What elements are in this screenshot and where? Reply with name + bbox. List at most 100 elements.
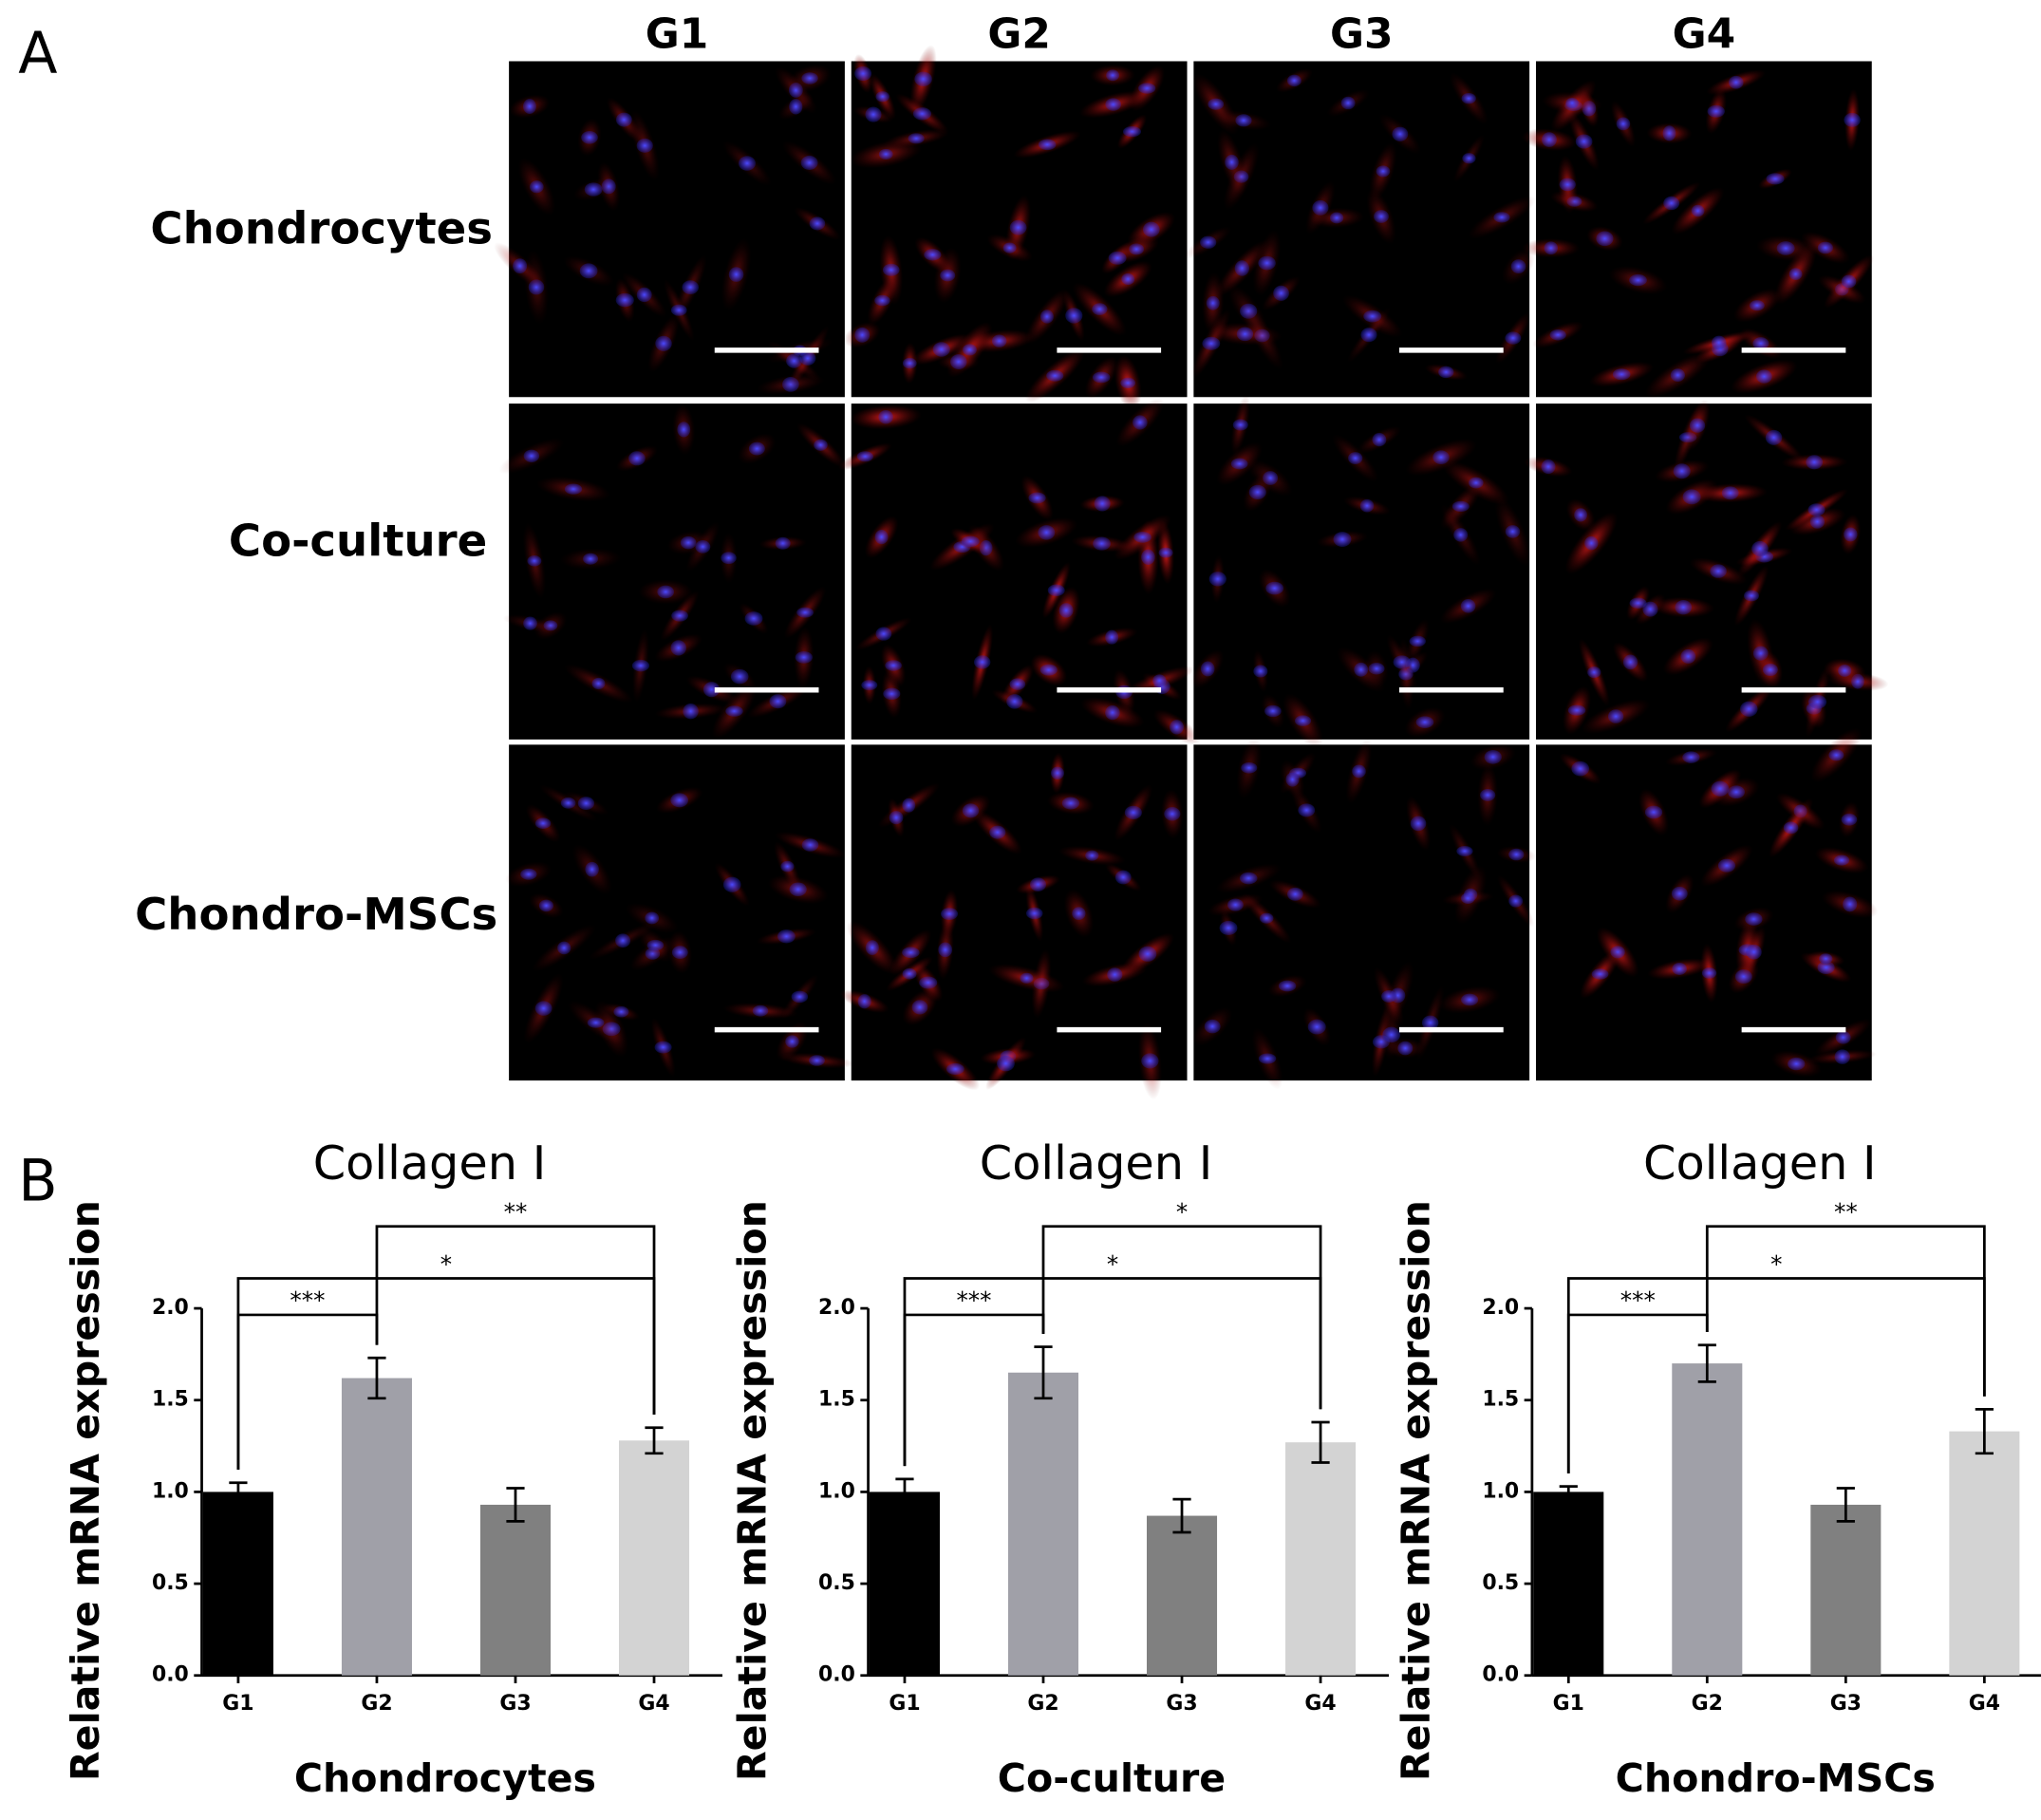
nucleus bbox=[1264, 704, 1282, 718]
x-tick-label: G1 bbox=[889, 1692, 920, 1716]
micrograph bbox=[505, 744, 854, 1081]
bar bbox=[618, 1440, 690, 1676]
nucleus bbox=[657, 585, 675, 599]
nucleus bbox=[1340, 96, 1356, 110]
nucleus bbox=[1058, 603, 1074, 618]
nucleus bbox=[636, 287, 652, 303]
nucleus bbox=[789, 882, 807, 897]
nucleus bbox=[1392, 126, 1409, 141]
nucleus bbox=[1225, 154, 1239, 170]
nucleus bbox=[1662, 125, 1676, 141]
nucleus bbox=[722, 876, 741, 892]
nucleus bbox=[1844, 112, 1861, 127]
nucleus bbox=[777, 929, 796, 944]
nucleus bbox=[1278, 980, 1297, 992]
nucleus bbox=[1038, 525, 1056, 540]
nucleus bbox=[1108, 251, 1127, 265]
nucleus bbox=[1352, 764, 1366, 779]
nucleus bbox=[1204, 1019, 1221, 1034]
nucleus bbox=[1039, 310, 1054, 324]
nucleus bbox=[875, 91, 889, 103]
nucleus bbox=[1046, 369, 1064, 382]
nucleus bbox=[1123, 125, 1141, 138]
nucleus bbox=[1009, 219, 1027, 235]
y-tick-label: 0.5 bbox=[1482, 1571, 1519, 1595]
nucleus bbox=[1505, 525, 1521, 538]
significance-label: * bbox=[440, 1250, 452, 1278]
nucleus bbox=[1807, 503, 1826, 516]
nucleus bbox=[739, 156, 756, 171]
nucleus bbox=[1762, 663, 1778, 676]
chart-title: Collagen I bbox=[1643, 1135, 1877, 1191]
nucleus bbox=[1728, 75, 1744, 89]
y-tick-label: 0.0 bbox=[818, 1663, 855, 1687]
x-tick-label: G4 bbox=[1304, 1692, 1336, 1716]
nucleus bbox=[1750, 300, 1765, 311]
nucleus bbox=[1596, 231, 1614, 247]
nucleus bbox=[1559, 178, 1576, 192]
nucleus bbox=[1766, 173, 1785, 185]
nucleus bbox=[615, 292, 634, 308]
nucleus bbox=[1745, 912, 1763, 926]
micrograph bbox=[1192, 737, 1536, 1090]
nucleus bbox=[1710, 564, 1727, 578]
y-tick-label: 2.0 bbox=[152, 1296, 189, 1320]
nucleus bbox=[961, 535, 980, 548]
nucleus bbox=[1105, 705, 1120, 721]
column-label: G4 bbox=[1673, 9, 1736, 58]
bar bbox=[1285, 1442, 1357, 1676]
bar bbox=[1949, 1431, 2020, 1676]
significance-label: *** bbox=[1620, 1286, 1656, 1314]
nucleus bbox=[1612, 368, 1631, 381]
nucleus bbox=[883, 687, 901, 701]
nucleus bbox=[523, 99, 536, 114]
panel-label: A bbox=[18, 21, 57, 87]
nucleus bbox=[523, 616, 537, 630]
nucleus bbox=[1138, 946, 1157, 962]
nucleus bbox=[1629, 273, 1647, 287]
significance-label: * bbox=[1770, 1250, 1782, 1278]
nucleus bbox=[1672, 963, 1687, 975]
nucleus bbox=[1574, 508, 1587, 522]
nucleus bbox=[1701, 967, 1717, 979]
significance-label: * bbox=[1107, 1250, 1118, 1278]
nucleus bbox=[557, 941, 571, 955]
nucleus bbox=[865, 106, 882, 122]
nucleus bbox=[1141, 1053, 1159, 1069]
nucleus bbox=[1415, 716, 1434, 728]
micrograph bbox=[844, 45, 1188, 411]
significance-bracket bbox=[1705, 1225, 1986, 1397]
nucleus bbox=[1493, 212, 1510, 223]
nucleus bbox=[646, 939, 665, 951]
nucleus bbox=[655, 335, 672, 351]
nucleus bbox=[1671, 886, 1688, 901]
nucleus bbox=[1461, 993, 1479, 1006]
nucleus bbox=[1833, 854, 1850, 866]
y-tick-label: 2.0 bbox=[1482, 1296, 1519, 1320]
nucleus bbox=[1644, 805, 1663, 819]
nucleus bbox=[1359, 498, 1375, 513]
nucleus bbox=[520, 868, 537, 880]
nucleus bbox=[1806, 455, 1824, 470]
nucleus bbox=[1138, 83, 1156, 94]
significance-label: * bbox=[1176, 1198, 1188, 1226]
nucleus bbox=[1765, 429, 1783, 445]
nucleus bbox=[1508, 848, 1525, 861]
nucleus bbox=[677, 422, 691, 438]
micrograph bbox=[1190, 394, 1531, 749]
y-tick-label: 1.0 bbox=[818, 1479, 855, 1503]
nucleus bbox=[1484, 750, 1502, 764]
nucleus bbox=[1248, 484, 1266, 500]
nucleus bbox=[902, 797, 916, 813]
nucleus bbox=[1239, 872, 1258, 885]
nucleus bbox=[730, 668, 749, 685]
nucleus bbox=[1002, 242, 1017, 253]
nucleus bbox=[1508, 894, 1524, 908]
bar bbox=[479, 1504, 552, 1676]
nucleus bbox=[1607, 709, 1624, 723]
nucleus bbox=[1680, 648, 1696, 664]
y-tick-label: 0.0 bbox=[152, 1663, 189, 1687]
nucleus bbox=[1158, 547, 1173, 558]
nucleus bbox=[919, 976, 938, 989]
